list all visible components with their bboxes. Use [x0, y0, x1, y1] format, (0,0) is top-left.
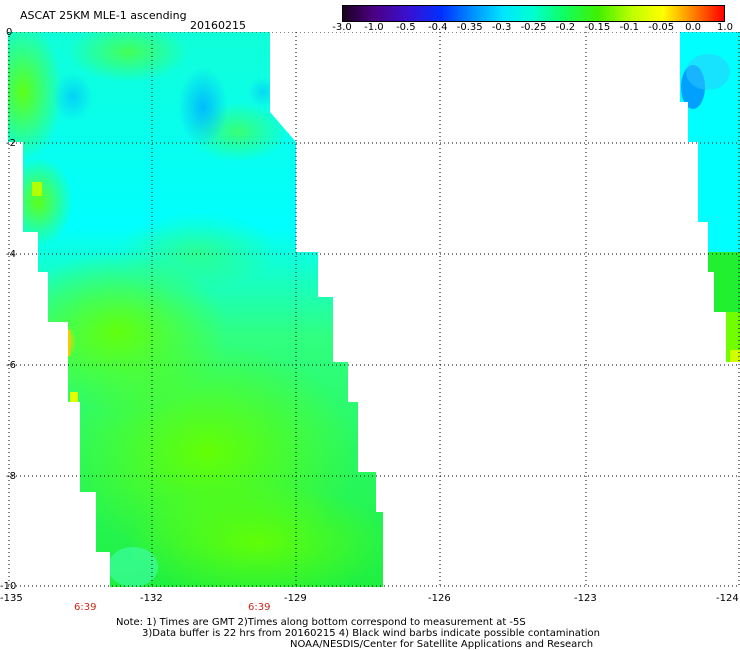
y-axis-label-1: -2 [6, 138, 16, 149]
y-axis-label-5: -10 [0, 581, 17, 592]
x-axis-label-5: -124 [716, 593, 739, 604]
x-axis-label-1: -132 [140, 593, 163, 604]
wind-map-plot [8, 32, 740, 587]
map-title: ASCAT 25KM MLE-1 ascending [20, 9, 187, 22]
note-line-1: Note: 1) Times are GMT 2)Times along bot… [116, 617, 526, 628]
color-scale-label: -0.5 [396, 22, 416, 33]
time-label-left: 6:39 [74, 602, 97, 613]
color-scale-label: -1.0 [364, 22, 384, 33]
lat-lon-grid [8, 32, 740, 587]
x-axis-label-2: -129 [284, 593, 307, 604]
color-scale-gradient [343, 6, 724, 21]
time-label-right: 6:39 [248, 602, 271, 613]
color-scale-label: -0.3 [491, 22, 512, 33]
wind-swath-map [8, 32, 740, 587]
color-scale-label: -0.25 [520, 22, 547, 33]
note-line-2: 3)Data buffer is 22 hrs from 20160215 4)… [142, 628, 600, 639]
color-scale-label: 0.0 [685, 22, 702, 33]
y-axis-label-3: -6 [6, 360, 16, 371]
color-scale-label: -0.35 [456, 22, 483, 33]
y-axis-label-4: -8 [6, 471, 16, 482]
map-date: 20160215 [190, 19, 246, 32]
color-scale-label: -0.05 [648, 22, 675, 33]
color-scale-label: 1.0 [717, 22, 733, 33]
color-scale-bar [342, 5, 725, 22]
color-scale-label: -0.1 [619, 22, 639, 33]
y-axis-label-0: 0 [6, 27, 13, 38]
swath-left [8, 32, 383, 587]
color-scale-label: -3.0 [332, 22, 352, 33]
x-axis-label-4: -123 [574, 593, 597, 604]
color-scale-label: -0.4 [427, 22, 448, 33]
color-scale-label: -0.2 [555, 22, 576, 33]
x-axis-label-0: -135 [0, 593, 23, 604]
note-line-3: NOAA/NESDIS/Center for Satellite Applica… [290, 639, 594, 650]
x-axis-label-3: -126 [428, 593, 451, 604]
swath-right [680, 32, 740, 362]
y-axis-label-2: -4 [6, 249, 16, 260]
color-scale-label: -0.15 [584, 22, 611, 33]
